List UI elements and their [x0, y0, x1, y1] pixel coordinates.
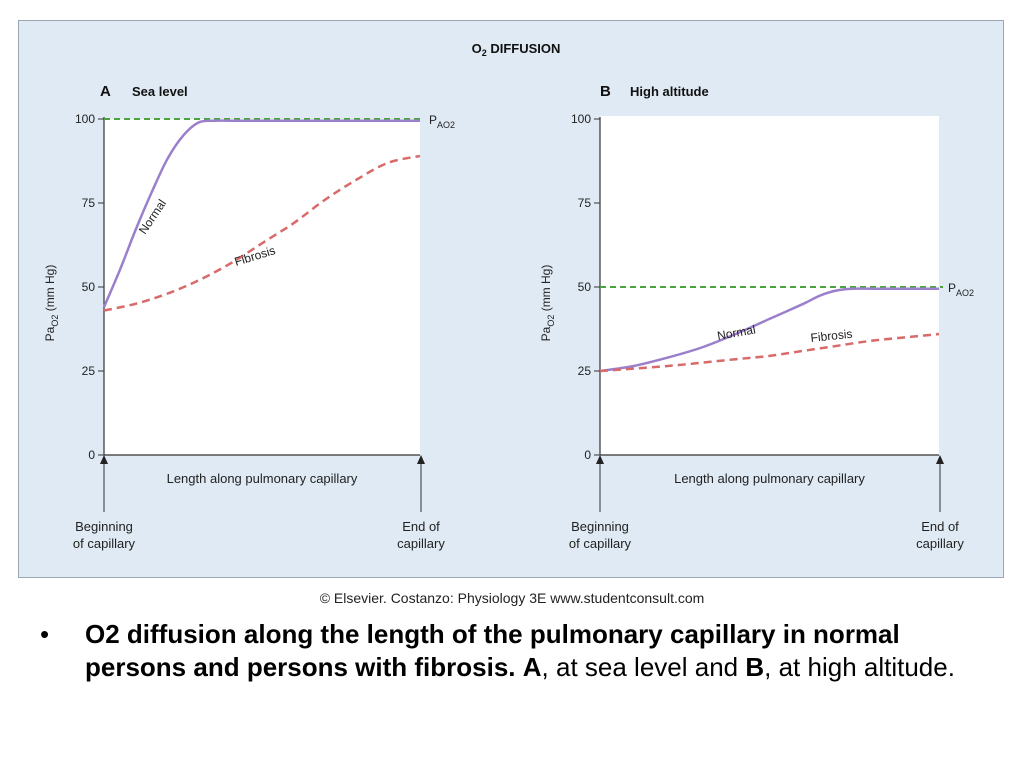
alveolar-po2-label: PAO2	[429, 113, 455, 130]
end-capillary-label: End of	[921, 519, 959, 534]
end-capillary-label: capillary	[916, 536, 964, 551]
y-tick-label: 75	[578, 196, 592, 210]
start-arrow-head	[596, 455, 604, 464]
end-capillary-label: capillary	[397, 536, 445, 551]
start-capillary-label: Beginning	[571, 519, 629, 534]
plot-area	[104, 119, 420, 455]
caption-bold-text: O2 diffusion along the length of the pul…	[85, 619, 900, 682]
y-axis-label: PaO2 (mm Hg)	[43, 265, 60, 342]
figure-panel: O2 DIFFUSION A Sea level 0 25 50 75 100 PaO2 (m…	[18, 20, 1004, 578]
y-tick-label: 0	[88, 448, 95, 462]
fibrosis-series-line	[599, 332, 940, 373]
normal-series-line	[599, 287, 939, 373]
alveolar-po2-label: PAO2	[948, 281, 974, 298]
plot-area	[600, 116, 939, 455]
y-tick-label: 0	[584, 448, 591, 462]
y-axis-label-sub: O2	[50, 315, 60, 327]
caption-text: O2 diffusion along the length of the pul…	[85, 618, 1000, 684]
y-axis-label-rest: (mm Hg)	[43, 265, 57, 315]
figure-title: O2 DIFFUSION	[472, 41, 561, 58]
x-axis-label: Length along pulmonary capillary	[674, 471, 865, 486]
y-tick-label: 100	[571, 112, 591, 126]
y-axis-label: PaO2 (mm Hg)	[539, 265, 556, 342]
caption-label-a: A	[522, 652, 542, 682]
y-tick-label: 100	[75, 112, 95, 126]
caption-label-b: B	[745, 652, 765, 682]
caption-text-a: , at sea level and	[541, 652, 739, 682]
y-tick-label: 25	[82, 364, 96, 378]
bullet-glyph: •	[40, 619, 50, 649]
end-arrow-head	[936, 455, 944, 464]
panel-letter: B	[600, 83, 611, 100]
fibrosis-series-line	[103, 154, 421, 312]
y-axis-label-sub: O2	[546, 315, 556, 327]
y-tick-label: 25	[578, 364, 592, 378]
normal-series-label: Normal	[716, 322, 757, 343]
chart-panel-b: B High altitude 0 25 50 75 100 PaO2 (mm Hg) PAO2…	[539, 83, 974, 551]
fibrosis-series-label: Fibrosis	[810, 327, 853, 345]
image-credit: © Elsevier. Costanzo: Physiology 3E www.…	[319, 590, 705, 606]
y-axis-label-main: Pa	[43, 326, 57, 341]
alveolar-label-sub: AO2	[437, 120, 455, 130]
normal-series-line	[102, 119, 420, 308]
caption-bullet-item: • O2 diffusion along the length of the p…	[40, 618, 1000, 684]
panel-title: High altitude	[630, 84, 709, 99]
start-capillary-label: of capillary	[73, 536, 136, 551]
alveolar-label-sub: AO2	[956, 288, 974, 298]
y-tick-label: 50	[578, 280, 592, 294]
panel-letter: A	[100, 83, 111, 100]
x-axis-label: Length along pulmonary capillary	[167, 471, 358, 486]
y-axis-label-main: Pa	[539, 326, 553, 341]
alveolar-label-main: P	[948, 281, 956, 295]
end-arrow-head	[417, 455, 425, 464]
start-capillary-label: of capillary	[569, 536, 632, 551]
y-tick-label: 75	[82, 196, 96, 210]
start-arrow-head	[100, 455, 108, 464]
y-tick-label: 50	[82, 280, 96, 294]
end-capillary-label: End of	[402, 519, 440, 534]
y-axis-label-rest: (mm Hg)	[539, 265, 553, 315]
caption-text-b: , at high altitude.	[764, 652, 955, 682]
panel-title: Sea level	[132, 84, 188, 99]
alveolar-label-main: P	[429, 113, 437, 127]
start-capillary-label: Beginning	[75, 519, 133, 534]
